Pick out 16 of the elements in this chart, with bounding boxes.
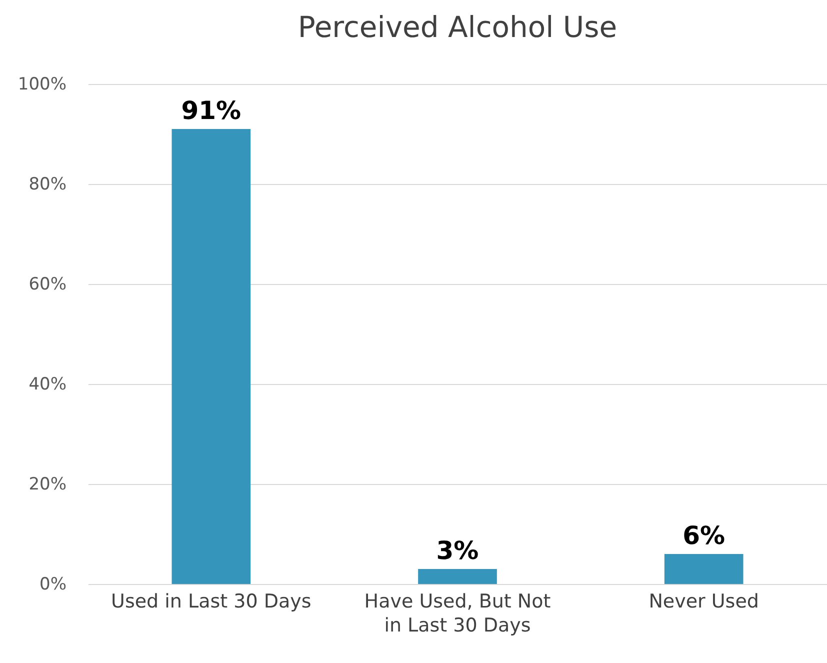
x-tick-label: Have Used, But Not in Last 30 Days <box>364 590 551 636</box>
bar <box>664 554 744 584</box>
y-tick-label: 40% <box>28 374 66 394</box>
x-tick-label: Never Used <box>648 590 759 612</box>
y-tick-label: 100% <box>18 74 66 94</box>
y-tick-label: 20% <box>28 474 66 494</box>
data-label: 91% <box>181 96 242 125</box>
y-tick-label: 80% <box>28 174 66 194</box>
y-tick-label: 60% <box>28 274 66 294</box>
x-tick-label: Used in Last 30 Days <box>111 590 312 612</box>
data-label: 3% <box>436 536 479 565</box>
data-label: 6% <box>682 521 726 550</box>
chart-title: Perceived Alcohol Use <box>298 10 618 44</box>
y-tick-label: 0% <box>40 574 66 594</box>
bar <box>172 129 251 584</box>
bar <box>418 569 497 584</box>
